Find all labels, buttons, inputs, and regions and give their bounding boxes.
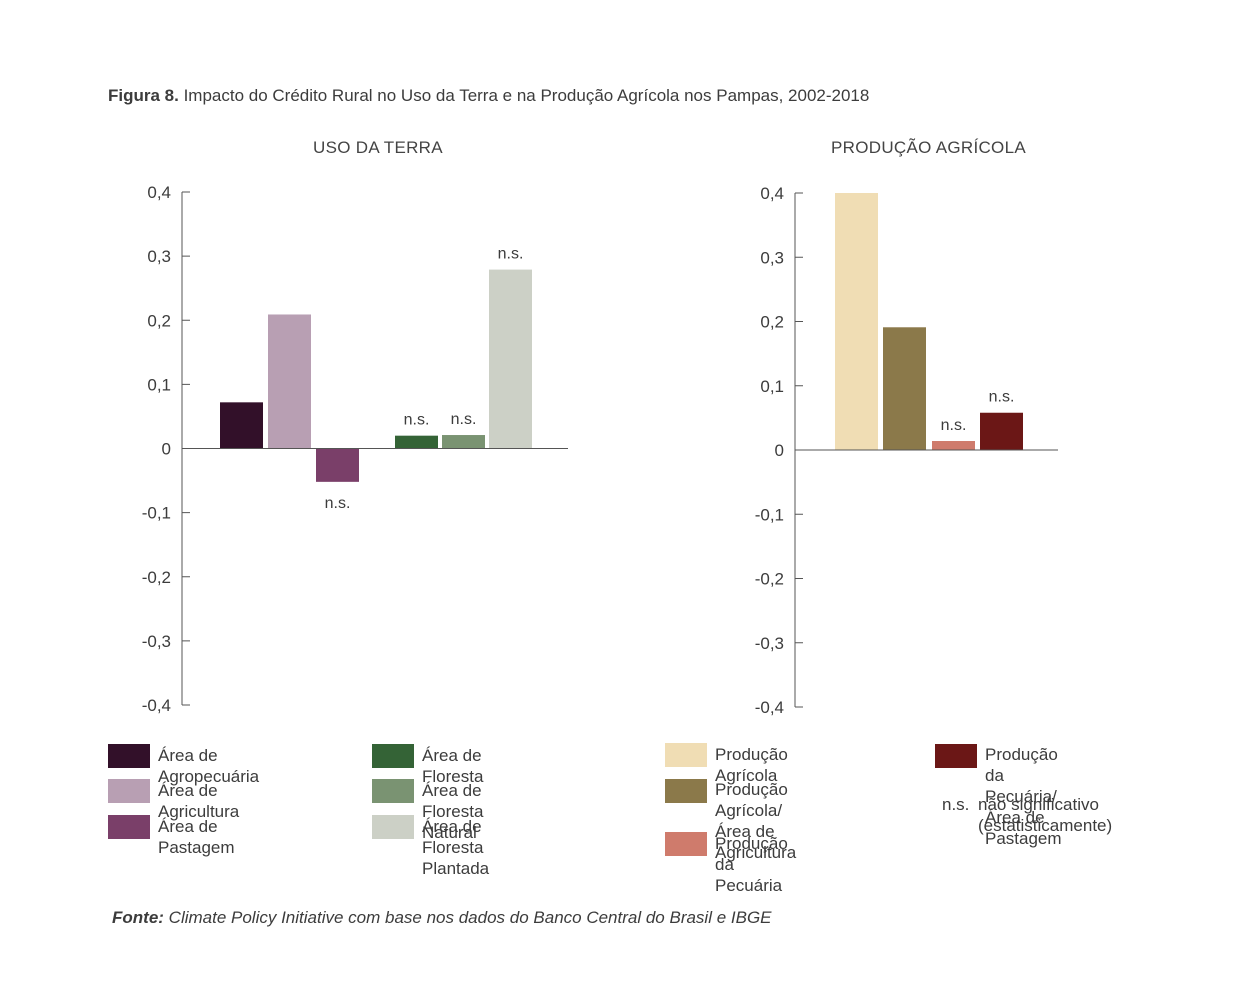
figure-title: Impacto do Crédito Rural no Uso da Terra… [178,86,870,105]
y-tick-label: 0,4 [760,184,784,203]
bar [932,441,975,450]
bar [980,412,1023,450]
y-tick-label: -0,3 [142,632,171,651]
bar [220,402,263,449]
y-tick-label: 0,3 [760,248,784,267]
bar-label: n.s. [989,389,1015,406]
legend-swatch [665,743,707,767]
y-tick-label: 0,3 [147,247,171,266]
chart-title-land-use: USO DA TERRA [313,138,443,157]
bar-label: n.s. [498,246,524,263]
y-tick-label: -0,1 [142,504,171,523]
legend-ns-text: não significativo (estatisticamente) [978,795,1113,835]
bar-label: n.s. [941,417,967,434]
legend-label: Produção Agrícola/ Área de Agricultura [715,780,797,862]
y-tick-label: 0,2 [147,311,171,330]
chart-title-agricultural-production: PRODUÇÃO AGRÍCOLA [831,138,1026,157]
y-tick-label: 0,4 [147,183,171,202]
legend-swatch [665,832,707,856]
y-tick-label: -0,4 [142,696,171,715]
legend-swatch [108,744,150,768]
bar-label: n.s. [325,495,351,512]
y-tick-label: 0,1 [147,375,171,394]
y-tick-label: 0,1 [760,377,784,396]
y-tick-label: 0 [775,441,784,460]
bar [442,435,485,449]
bar [395,435,438,449]
source-note: Fonte: Climate Policy Initiative com bas… [112,908,772,928]
y-tick-label: -0,3 [755,634,784,653]
legend-swatch [372,744,414,768]
legend-label: Produção Agrícola [715,745,788,785]
bar [489,269,532,449]
source-prefix: Fonte: [112,908,164,927]
y-tick-label: -0,1 [755,505,784,524]
legend-swatch [372,815,414,839]
legend-swatch [372,779,414,803]
bar-label: n.s. [404,412,430,429]
legend-ns-abbr: n.s. [942,795,970,814]
legend-label: Área de Floresta Plantada [422,817,490,878]
bar-label: n.s. [451,411,477,428]
legend-swatch [665,779,707,803]
y-tick-label: 0 [162,440,171,459]
y-tick-label: 0,2 [760,313,784,332]
legend-label: Área de Pastagem [158,817,235,857]
bar [268,314,311,449]
legend-label: Área de Floresta [422,746,484,786]
legend-label: Produção da Pecuária [715,834,788,895]
legend-label: Área de Agropecuária [158,746,260,786]
y-tick-label: -0,4 [755,698,784,717]
legend-label: Produção da Pecuária/ Área de Pastagem [985,745,1062,848]
figure-number: Figura 8. [108,86,179,105]
y-tick-label: -0,2 [755,570,784,589]
bar [316,448,359,482]
legend-swatch [935,744,977,768]
source-text: Climate Policy Initiative com base nos d… [163,908,772,927]
legend-label: Área de Agricultura [158,781,240,821]
legend-swatch [108,815,150,839]
figure-caption: Figura 8. Impacto do Crédito Rural no Us… [108,86,869,106]
legend-label: Área de Floresta Natural [422,781,484,842]
y-tick-label: -0,2 [142,568,171,587]
bar [835,193,878,450]
legend-swatch [108,779,150,803]
bar [883,327,926,450]
